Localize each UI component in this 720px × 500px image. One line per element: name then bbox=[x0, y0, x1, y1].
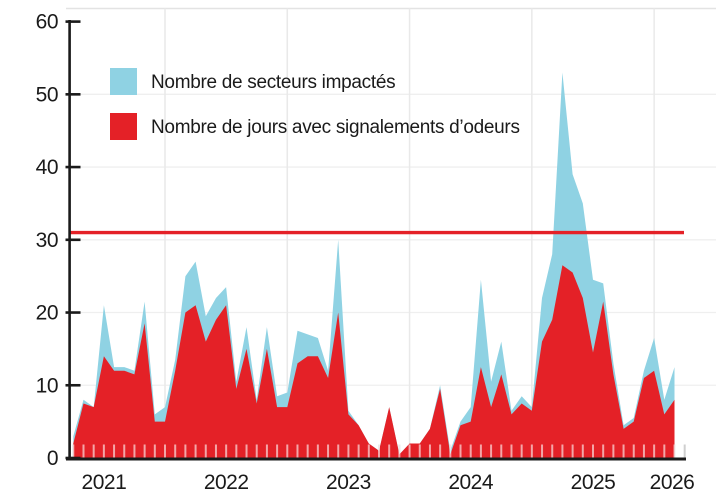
month-ticks-over bbox=[72, 444, 676, 458]
y-axis-label: 50 bbox=[36, 83, 58, 106]
y-axis-label: 0 bbox=[47, 447, 58, 470]
x-axis-label: 2025 bbox=[571, 471, 616, 494]
y-axis-label: 60 bbox=[36, 11, 58, 34]
y-axis-label: 30 bbox=[36, 229, 58, 252]
legend: Nombre de secteurs impactés Nombre de jo… bbox=[110, 68, 520, 140]
legend-swatch-jours bbox=[110, 113, 137, 140]
x-axis-label: 2021 bbox=[82, 471, 127, 494]
x-axis-label: 2024 bbox=[448, 471, 494, 494]
x-axis-label: 2022 bbox=[204, 471, 249, 494]
y-axis-label: 40 bbox=[36, 156, 58, 179]
legend-swatch-secteurs bbox=[110, 68, 137, 95]
y-axis-label: 20 bbox=[36, 302, 58, 325]
axes bbox=[65, 20, 686, 461]
axis-labels: 0 10 20 30 40 50 60 2021 2022 2023 2024 2025 2026 bbox=[36, 11, 695, 494]
y-axis-label: 10 bbox=[36, 374, 58, 397]
legend-label-jours: Nombre de jours avec signalements d’odeu… bbox=[151, 117, 520, 138]
x-axis-label: 2023 bbox=[326, 471, 371, 494]
x-axis-label: 2026 bbox=[650, 471, 695, 494]
jours-area bbox=[73, 265, 675, 458]
area-series bbox=[73, 72, 675, 458]
legend-label-secteurs: Nombre de secteurs impactés bbox=[151, 72, 395, 93]
